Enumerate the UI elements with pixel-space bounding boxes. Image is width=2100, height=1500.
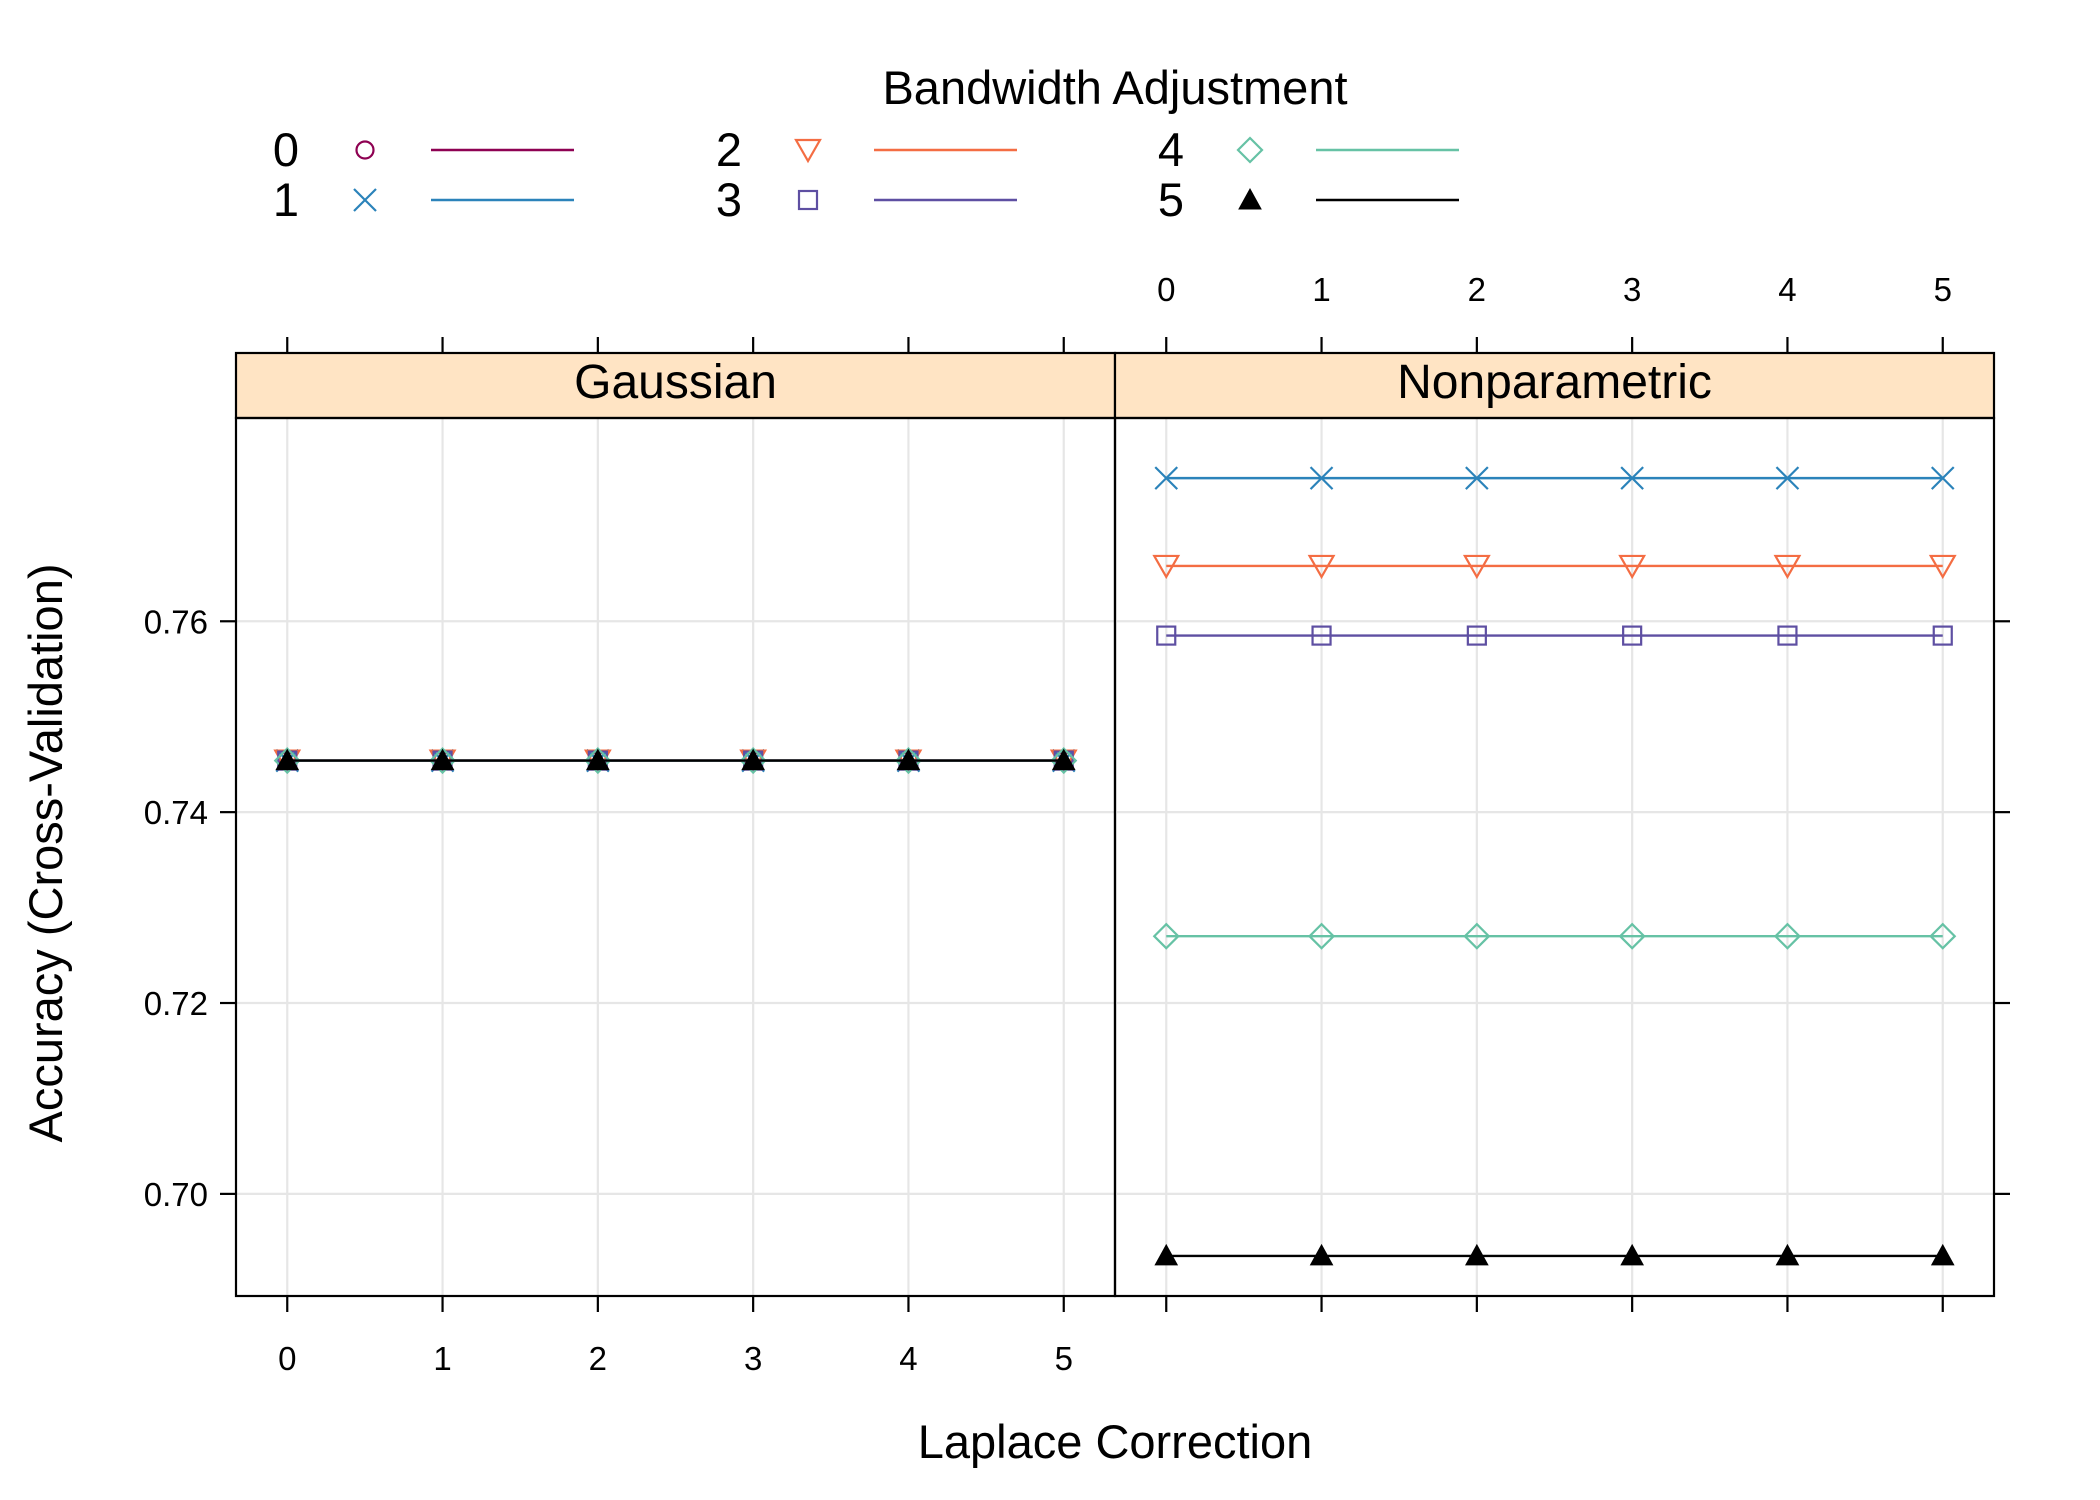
- legend-item-4: 4: [1158, 123, 1459, 176]
- legend-label-3: 3: [716, 173, 742, 226]
- x-tick-label: 4: [899, 1340, 917, 1377]
- x-tick-label: 3: [1623, 271, 1641, 308]
- data-point-5: [1930, 1243, 1955, 1266]
- x-tick-label: 5: [1934, 271, 1952, 308]
- panel-border: [1113, 416, 1996, 1298]
- panel-nonparametric: Nonparametric 0 1 2 3 4 5: [1113, 271, 2010, 1312]
- data-point-3: [1932, 625, 1953, 646]
- data-point-4: [1929, 922, 1957, 950]
- data-point-1: [1309, 466, 1334, 490]
- series-5: [275, 748, 1076, 771]
- legend-label-5: 5: [1158, 173, 1184, 226]
- legend-item-2: 2: [716, 123, 1017, 176]
- panels: Gaussian 0 1 2 3 4 5 0.70 0.72 0.74 0.76 Nonparamet…: [144, 271, 2010, 1377]
- legend-item-3: 3: [716, 173, 1017, 226]
- data-point-3: [1466, 625, 1487, 646]
- strip-label-nonparametric: Nonparametric: [1397, 356, 1712, 409]
- series-3: [1156, 625, 1953, 646]
- panel-gaussian: Gaussian 0 1 2 3 4 5 0.70 0.72 0.74 0.76: [144, 337, 1117, 1377]
- data-point-4: [739, 747, 767, 775]
- x-tick-label: 0: [1157, 271, 1175, 308]
- data-point-5: [275, 748, 300, 771]
- data-point-2: [1618, 554, 1647, 580]
- legend-label-2: 2: [716, 123, 742, 176]
- data-point-5: [1154, 1243, 1179, 1266]
- legend: 01 23 45: [273, 123, 1459, 226]
- data-point-1: [1465, 466, 1489, 490]
- x-tick-label: 5: [1055, 1340, 1073, 1377]
- strip-label-gaussian: Gaussian: [574, 356, 777, 409]
- data-point-4: [1618, 922, 1646, 950]
- data-point-4: [428, 747, 457, 775]
- legend-item-0: 0: [273, 123, 574, 176]
- data-point-2: [1773, 554, 1802, 580]
- data-point-5: [896, 748, 921, 771]
- data-point-2: [1928, 554, 1957, 580]
- legend-marker-4: [1236, 136, 1264, 164]
- legend-label-4: 4: [1158, 123, 1184, 176]
- data-point-4: [273, 747, 301, 775]
- data-point-2: [1152, 554, 1181, 580]
- data-point-4: [1463, 922, 1491, 950]
- legend-item-1: 1: [273, 173, 574, 226]
- panel-border: [234, 416, 1117, 1298]
- data-point-1: [1775, 466, 1800, 490]
- data-point-4: [1773, 922, 1802, 950]
- data-point-5: [1051, 748, 1076, 771]
- data-point-3: [1777, 625, 1798, 646]
- data-point-3: [1311, 625, 1332, 646]
- y-tick-label: 0.76: [144, 603, 208, 640]
- data-point-5: [586, 748, 610, 771]
- x-tick-label: 2: [589, 1340, 607, 1377]
- data-point-1: [1154, 466, 1179, 490]
- data-point-2: [1462, 554, 1491, 580]
- data-point-4: [584, 747, 612, 775]
- x-tick-label: 3: [744, 1340, 762, 1377]
- x-axis-title: Laplace Correction: [918, 1415, 1313, 1468]
- y-tick-label: 0.72: [144, 985, 208, 1022]
- y-axis-title: Accuracy (Cross-Validation): [19, 564, 72, 1143]
- data-point-1: [1620, 466, 1644, 490]
- data-point-4: [1152, 922, 1180, 950]
- x-tick-label: 4: [1778, 271, 1796, 308]
- legend-marker-5: [1238, 187, 1262, 210]
- data-point-1: [1930, 466, 1955, 490]
- data-point-5: [430, 748, 455, 771]
- data-point-5: [1465, 1243, 1489, 1266]
- y-tick-label: 0.74: [144, 794, 208, 831]
- legend-marker-0: [355, 140, 375, 160]
- legend-item-5: 5: [1158, 173, 1459, 226]
- legend-title: Bandwidth Adjustment: [882, 61, 1347, 114]
- legend-label-0: 0: [273, 123, 299, 176]
- data-point-4: [894, 747, 923, 775]
- data-point-4: [1050, 747, 1078, 775]
- data-point-3: [1156, 625, 1177, 646]
- data-point-3: [1622, 625, 1643, 646]
- legend-marker-1: [353, 188, 377, 212]
- series-4: [1152, 922, 1957, 950]
- data-point-5: [1620, 1243, 1644, 1266]
- series-1: [1154, 466, 1955, 490]
- data-point-2: [1307, 554, 1336, 580]
- legend-marker-2: [794, 138, 822, 164]
- series-2: [1152, 554, 1957, 580]
- data-point-5: [741, 748, 765, 771]
- series-5: [1154, 1243, 1955, 1266]
- x-tick-label: 0: [278, 1340, 296, 1377]
- data-point-5: [1775, 1243, 1800, 1266]
- x-tick-label: 2: [1468, 271, 1486, 308]
- x-tick-label: 1: [1312, 271, 1330, 308]
- x-tick-label: 1: [433, 1340, 451, 1377]
- legend-label-1: 1: [273, 173, 299, 226]
- legend-marker-3: [797, 189, 819, 211]
- y-tick-label: 0.70: [144, 1176, 208, 1213]
- data-point-5: [1309, 1243, 1334, 1266]
- data-point-4: [1307, 922, 1336, 950]
